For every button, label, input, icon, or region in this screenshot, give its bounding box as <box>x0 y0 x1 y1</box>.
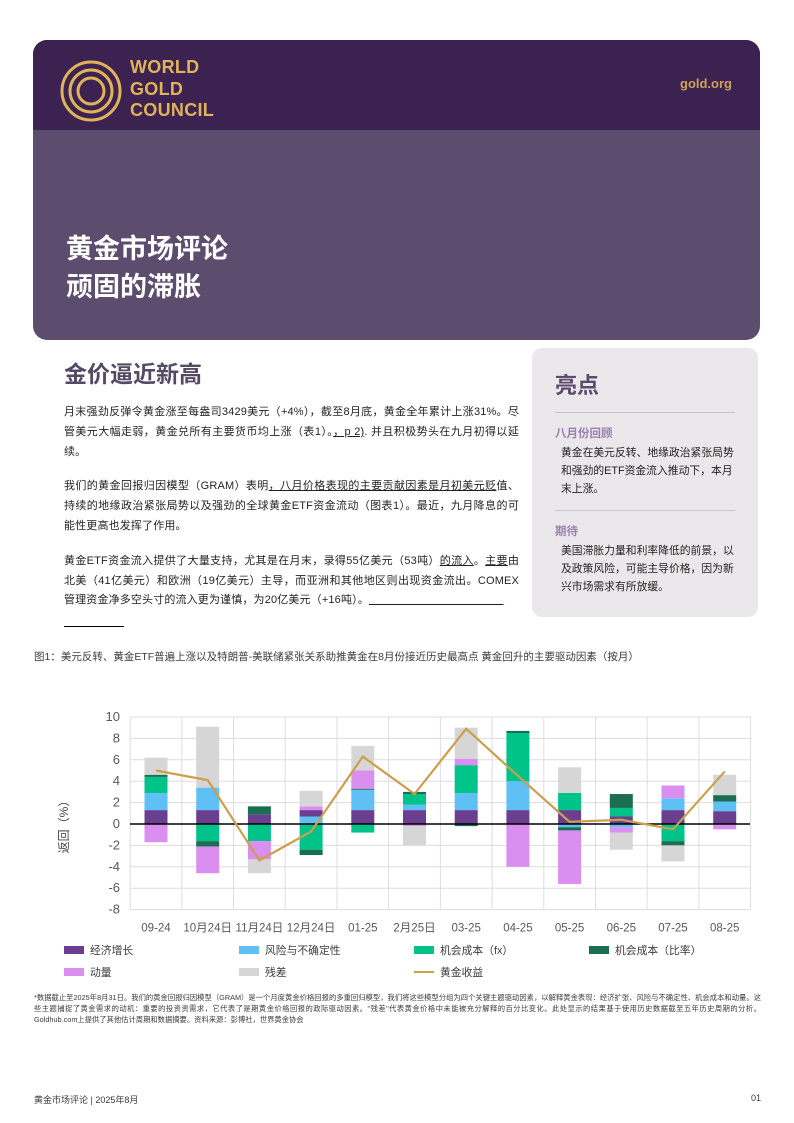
svg-text:03-25: 03-25 <box>451 923 480 935</box>
svg-text:0: 0 <box>113 816 120 831</box>
svg-text:11月24日: 11月24日 <box>236 923 284 935</box>
svg-text:05-25: 05-25 <box>555 923 584 935</box>
svg-text:8: 8 <box>113 730 120 745</box>
svg-text:01-25: 01-25 <box>348 923 377 935</box>
svg-text:4: 4 <box>113 773 120 788</box>
svg-text:返回（%）: 返回（%） <box>57 795 71 854</box>
svg-text:-8: -8 <box>108 902 120 917</box>
svg-text:10: 10 <box>106 709 120 724</box>
svg-text:04-25: 04-25 <box>503 923 532 935</box>
svg-text:2月25日: 2月25日 <box>393 923 435 935</box>
svg-text:09-24: 09-24 <box>141 923 171 935</box>
svg-text:-6: -6 <box>108 880 120 895</box>
svg-text:10月24日: 10月24日 <box>183 923 232 935</box>
svg-text:06-25: 06-25 <box>607 923 636 935</box>
svg-text:-2: -2 <box>108 837 120 852</box>
svg-text:12月24日: 12月24日 <box>287 923 336 935</box>
svg-text:6: 6 <box>113 752 120 767</box>
svg-text:-4: -4 <box>108 859 120 874</box>
svg-text:2: 2 <box>113 795 120 810</box>
svg-text:08-25: 08-25 <box>710 923 739 935</box>
svg-text:07-25: 07-25 <box>658 923 687 935</box>
